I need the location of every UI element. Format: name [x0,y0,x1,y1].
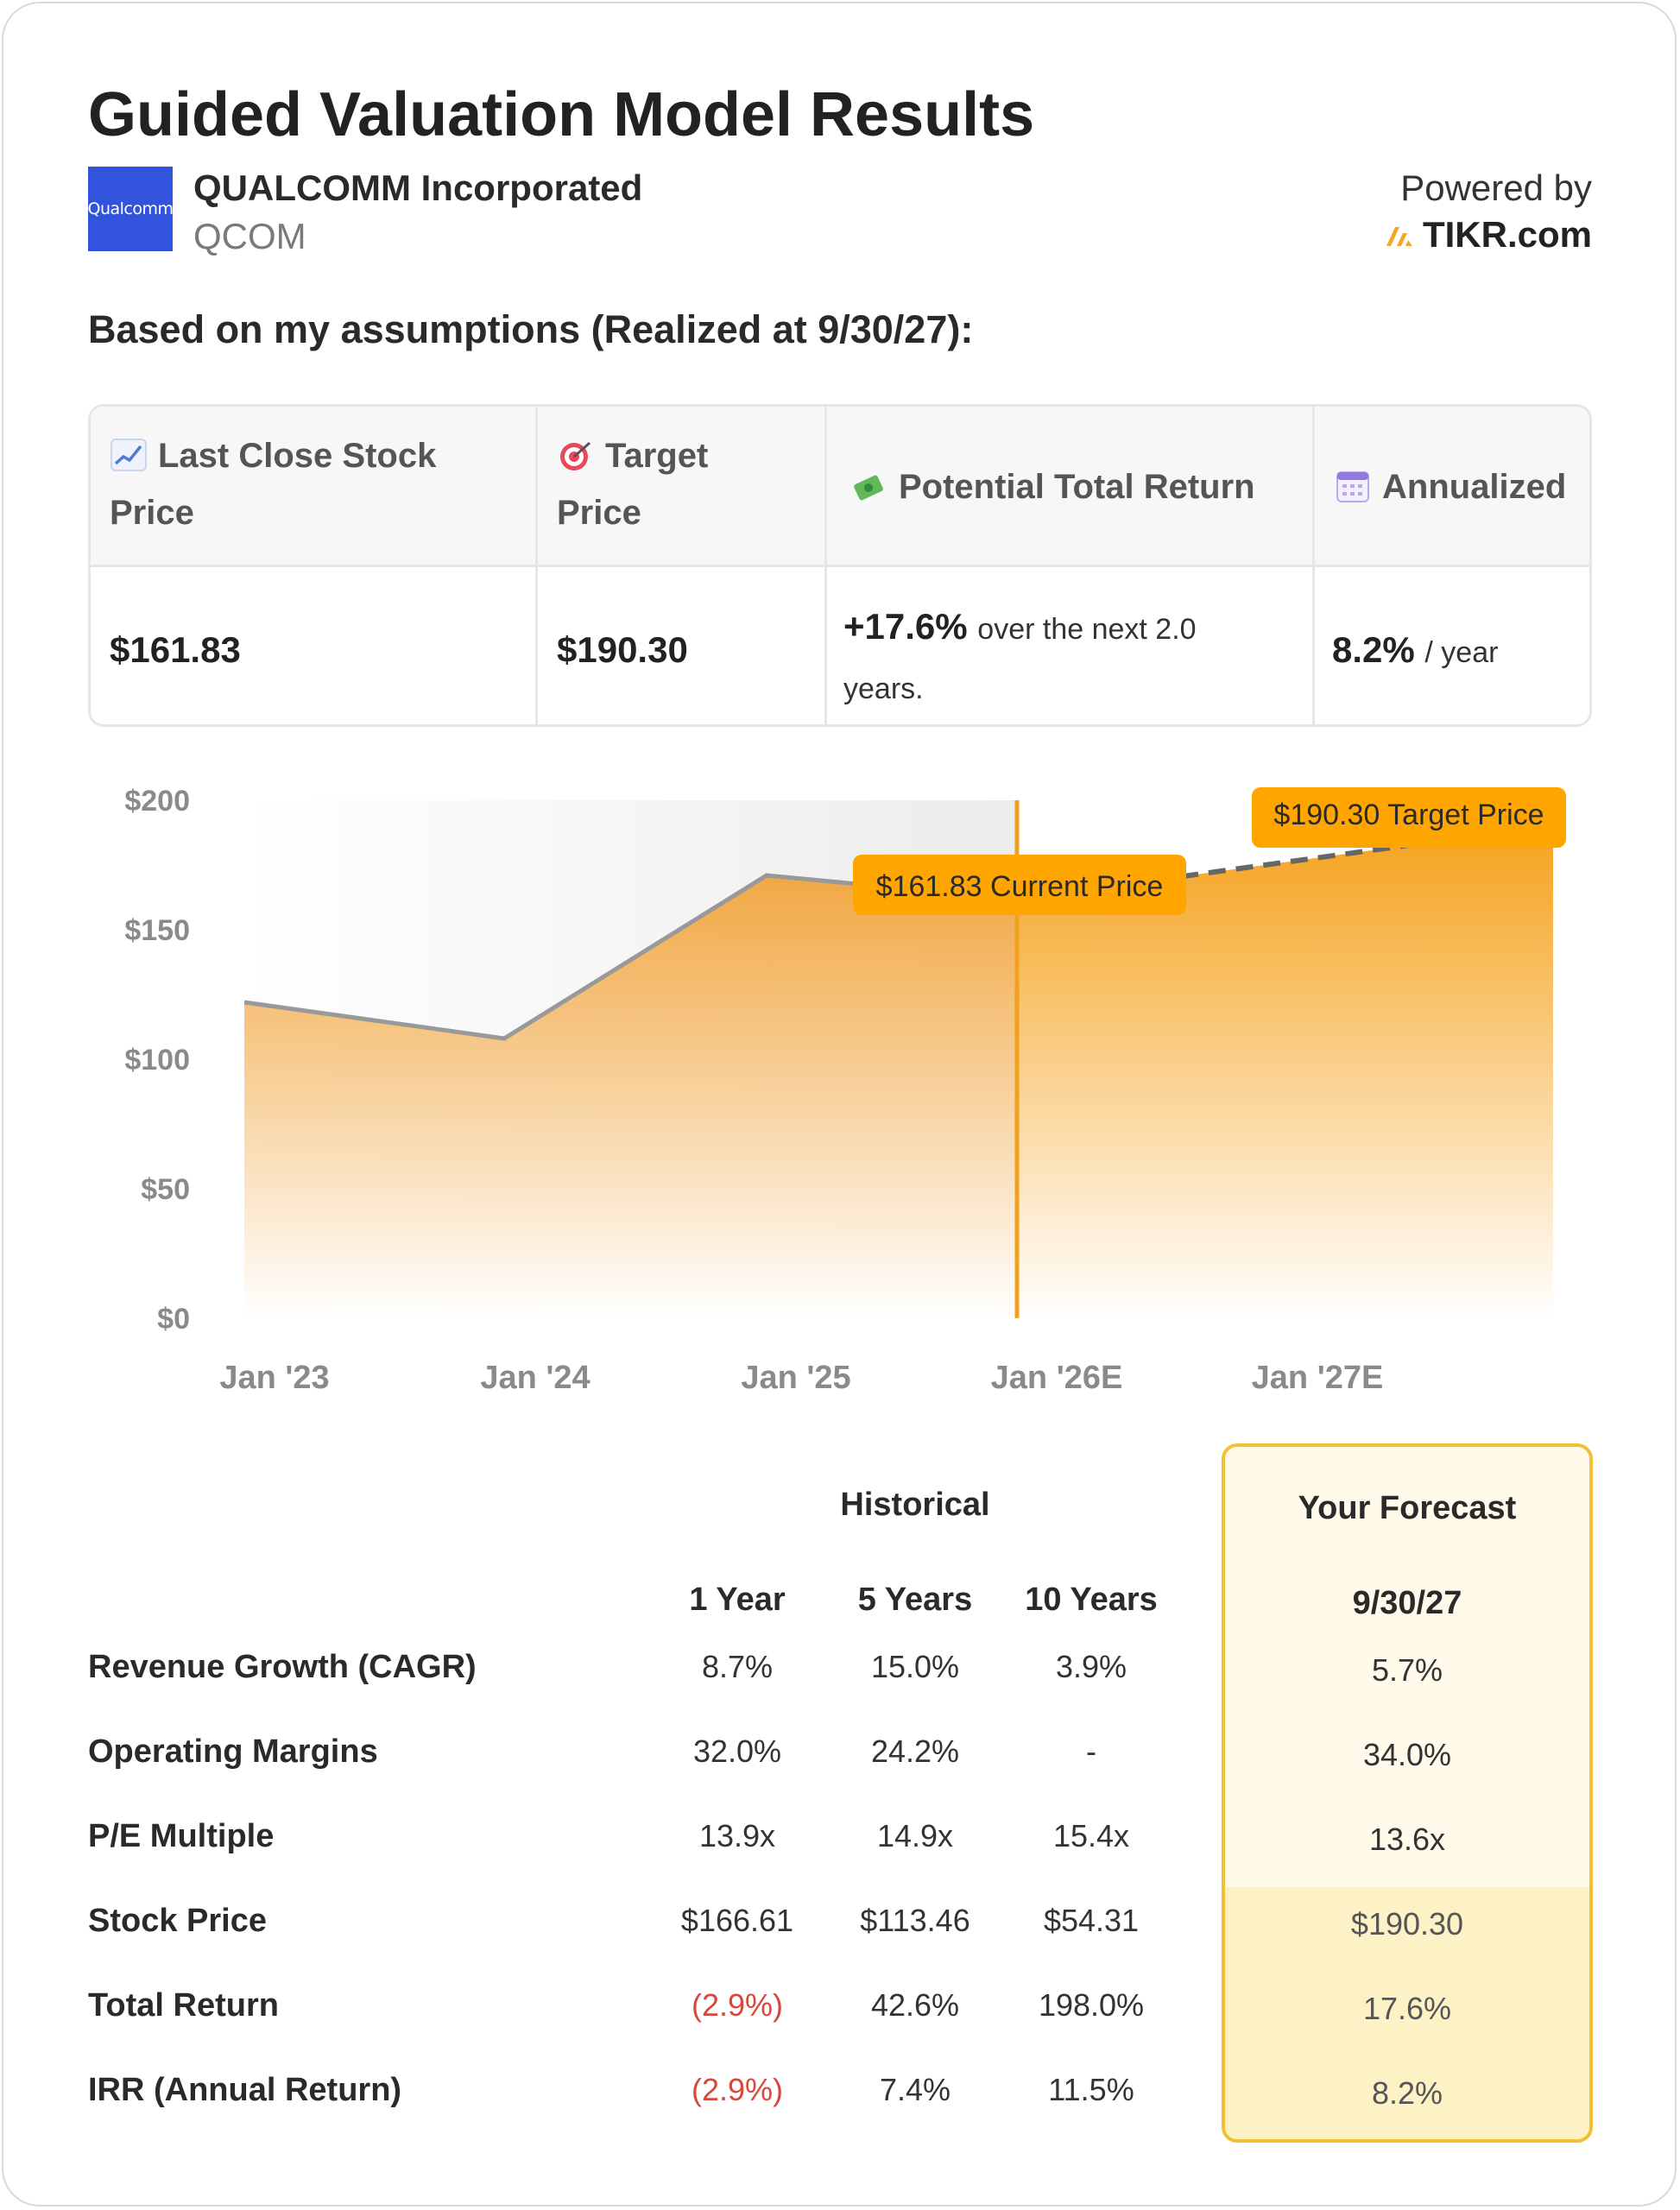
y-tick-label: $100 [124,1044,190,1077]
metric-value: 8.7% [701,1649,774,1684]
metric-value: 7.4% [879,2072,951,2107]
metric-label: Revenue Growth (CAGR) [88,1649,477,1685]
forecast-value: 17.6% [1362,1991,1452,2026]
x-tick-label: Jan '26E [991,1360,1123,1396]
forecast-column-box [1222,1443,1593,2143]
company-name: QUALCOMM Incorporated [193,167,643,208]
column-divider [1312,407,1315,724]
forecast-date: 9/30/27 [1352,1585,1462,1621]
return-suffix-2: years. [843,672,924,705]
header-target-line2: Price [557,494,641,532]
column-divider [824,407,827,724]
historical-area [244,875,1017,1318]
forecast-value: 13.6x [1368,1822,1446,1857]
historical-header: Historical [840,1487,990,1523]
calendar-icon [1336,471,1369,502]
metric-label: Stock Price [88,1903,267,1939]
y-tick-label: $150 [124,914,190,947]
target-price-label-bg [1252,787,1566,848]
header-annualized: Annualized [1334,458,1589,515]
assumptions-heading: Based on my assumptions (Realized at 9/3… [88,307,974,351]
metric-value: (2.9%) [691,2072,784,2107]
metric-value: - [1086,1733,1096,1769]
header-last-close-line1: Last Close Stock [158,437,437,475]
header-potential-label: Potential Total Return [899,468,1255,506]
return-percent: +17.6% [843,606,968,647]
metric-value: 32.0% [692,1733,782,1769]
chart-increasing-icon [111,439,147,471]
money-with-wings-icon [854,475,883,501]
target-icon [560,441,591,470]
current-price-label: $161.83 Current Price [876,870,1164,903]
header-last-close-line2: Price [110,494,194,532]
target-price-value: $190.30 [557,629,688,670]
forecast-header: Your Forecast [1298,1490,1517,1526]
y-tick-label: $200 [124,785,190,818]
price-chart: $0 $50 $100 $150 $200 Jan '23 Jan '24 Jan '25 Ja… [124,785,1566,1396]
metric-value: $113.46 [860,1903,970,1938]
x-tick-label: Jan '27E [1252,1360,1384,1396]
header-annualized-label: Annualized [1382,468,1567,506]
column-5-years: 5 Years [857,1582,973,1618]
page-title: Guided Valuation Model Results [88,80,1035,149]
y-tick-label: $0 [157,1303,190,1335]
tikr-link[interactable]: TIKR.com [1385,214,1592,256]
tikr-logo-icon [1386,227,1412,246]
annualized-suffix: / year [1424,636,1499,669]
header-target-line1: Target [605,437,709,475]
metric-value: 15.0% [870,1649,960,1684]
metric-value: 24.2% [870,1733,960,1769]
tikr-site-label: TIKR.com [1422,214,1592,255]
last-close-value: $161.83 [110,629,241,670]
metric-value: 42.6% [870,1987,960,2023]
company-ticker: QCOM [193,216,306,256]
metric-value: $54.31 [1043,1903,1140,1938]
forecast-value: $190.30 [1350,1906,1464,1942]
annualized-value: 8.2% / year [1332,629,1498,671]
column-10-years: 10 Years [1025,1582,1158,1618]
x-tick-label: Jan '24 [480,1360,590,1396]
metric-value: (2.9%) [691,1987,784,2023]
summary-table: Last Close Stock Price Target Price Pote… [88,404,1592,727]
metric-value: 15.4x [1052,1818,1130,1853]
forecast-value: 34.0% [1362,1737,1452,1772]
metric-value: 198.0% [1038,1987,1145,2023]
potential-return-value: +17.6% over the next 2.0 years. [843,598,1310,717]
y-tick-label: $50 [141,1173,190,1206]
metric-label: Operating Margins [88,1733,378,1770]
forecast-value: 8.2% [1371,2075,1443,2111]
forecast-highlight-band [1225,1887,1589,2139]
header-last-close: Last Close Stock Price [110,427,524,541]
metric-value: 14.9x [876,1818,954,1853]
current-price-label-bg [853,855,1186,915]
target-price-label: $190.30 Target Price [1273,799,1544,831]
forecast-area [1017,825,1553,1318]
metric-value: 11.5% [1048,2072,1134,2107]
annualized-percent: 8.2% [1332,629,1415,670]
column-1-year: 1 Year [689,1582,786,1618]
company-logo: Qualcomm [88,167,174,251]
metric-value: 13.9x [698,1818,776,1853]
column-divider [535,407,538,724]
return-suffix-1: over the next 2.0 [977,613,1197,646]
metric-label: P/E Multiple [88,1818,275,1854]
header-potential-return: Potential Total Return [850,458,1299,515]
powered-by-text: Powered by [1400,167,1592,208]
x-tick-label: Jan '25 [741,1360,850,1396]
header-target: Target Price [557,427,816,541]
metric-label: IRR (Annual Return) [88,2072,402,2108]
x-tick-label: Jan '23 [219,1360,329,1396]
metric-value: $166.61 [680,1903,794,1938]
metric-label: Total Return [88,1987,279,2024]
forecast-value: 5.7% [1371,1652,1443,1688]
metric-value: 3.9% [1055,1649,1127,1684]
